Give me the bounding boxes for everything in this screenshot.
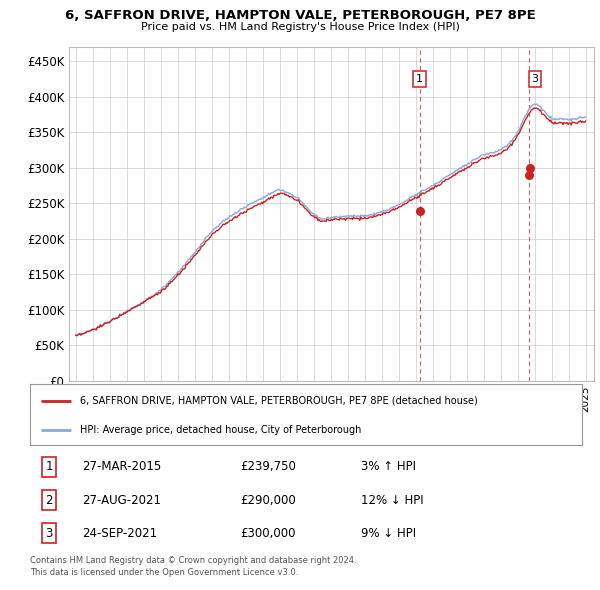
Text: 24-SEP-2021: 24-SEP-2021 bbox=[82, 526, 158, 540]
Text: 6, SAFFRON DRIVE, HAMPTON VALE, PETERBOROUGH, PE7 8PE (detached house): 6, SAFFRON DRIVE, HAMPTON VALE, PETERBOR… bbox=[80, 396, 478, 406]
Text: 2: 2 bbox=[46, 493, 53, 507]
Text: 3: 3 bbox=[532, 74, 539, 84]
Text: 27-MAR-2015: 27-MAR-2015 bbox=[82, 460, 161, 474]
Text: 27-AUG-2021: 27-AUG-2021 bbox=[82, 493, 161, 507]
Text: 12% ↓ HPI: 12% ↓ HPI bbox=[361, 493, 424, 507]
Text: 9% ↓ HPI: 9% ↓ HPI bbox=[361, 526, 416, 540]
Text: 1: 1 bbox=[46, 460, 53, 474]
Text: This data is licensed under the Open Government Licence v3.0.: This data is licensed under the Open Gov… bbox=[30, 568, 298, 576]
Text: £300,000: £300,000 bbox=[240, 526, 295, 540]
Text: £239,750: £239,750 bbox=[240, 460, 296, 474]
Text: 6, SAFFRON DRIVE, HAMPTON VALE, PETERBOROUGH, PE7 8PE: 6, SAFFRON DRIVE, HAMPTON VALE, PETERBOR… bbox=[65, 9, 535, 22]
Text: 1: 1 bbox=[416, 74, 423, 84]
Text: 3: 3 bbox=[46, 526, 53, 540]
Text: 3% ↑ HPI: 3% ↑ HPI bbox=[361, 460, 416, 474]
Text: Contains HM Land Registry data © Crown copyright and database right 2024.: Contains HM Land Registry data © Crown c… bbox=[30, 556, 356, 565]
Text: HPI: Average price, detached house, City of Peterborough: HPI: Average price, detached house, City… bbox=[80, 425, 361, 435]
Text: £290,000: £290,000 bbox=[240, 493, 296, 507]
Text: Price paid vs. HM Land Registry's House Price Index (HPI): Price paid vs. HM Land Registry's House … bbox=[140, 22, 460, 32]
